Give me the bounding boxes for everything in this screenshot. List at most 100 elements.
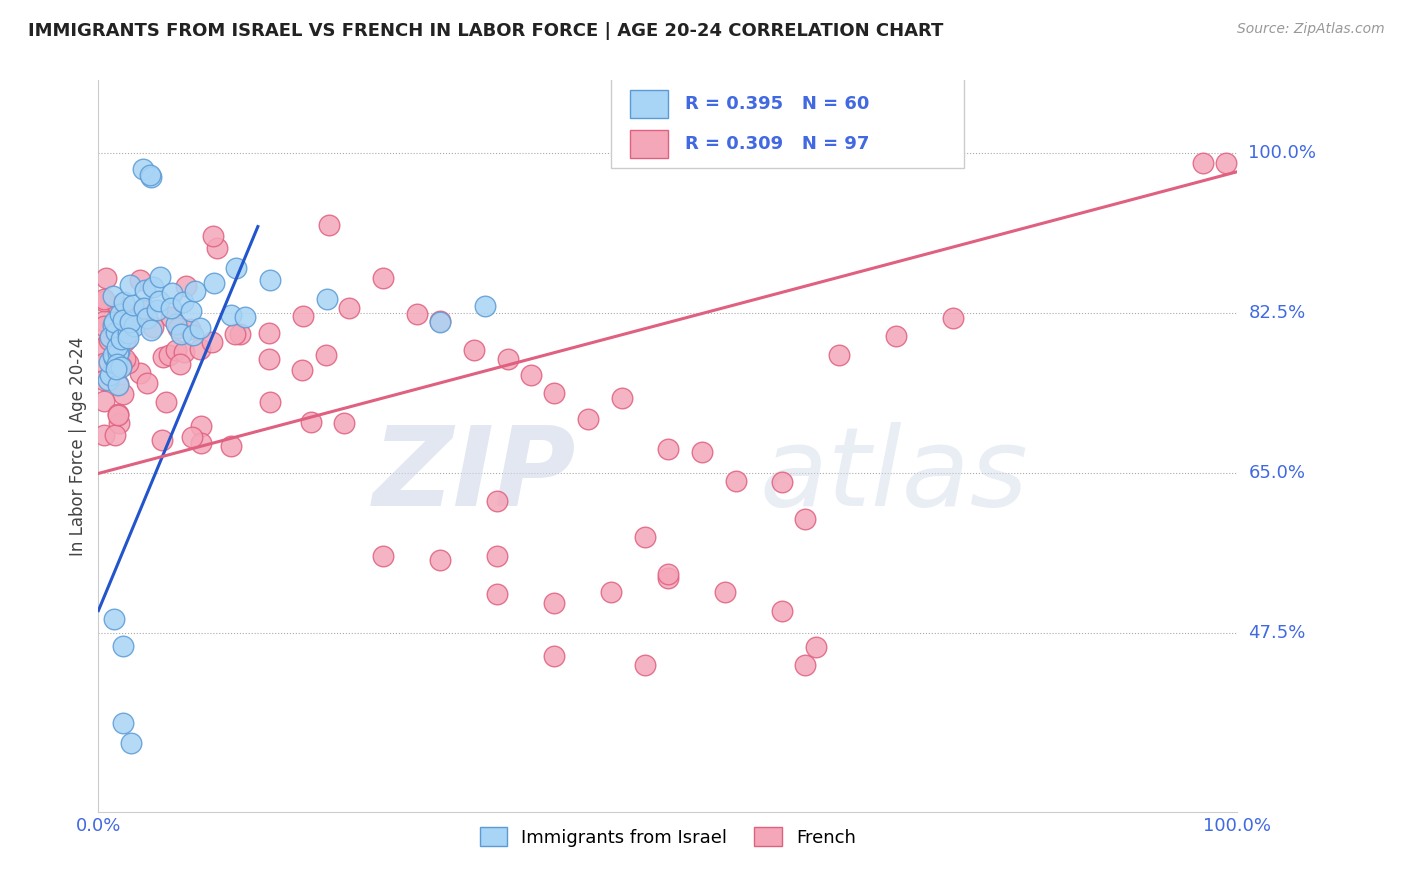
Point — [190, 436, 212, 450]
Point — [429, 314, 451, 328]
Point — [170, 326, 193, 341]
Point — [486, 494, 509, 508]
Point — [725, 474, 748, 488]
Point — [543, 386, 565, 401]
Point — [190, 418, 212, 433]
Point — [202, 276, 225, 290]
Point — [112, 294, 135, 309]
Point — [259, 395, 281, 409]
Point — [107, 299, 129, 313]
Point — [316, 292, 339, 306]
Point — [657, 442, 679, 456]
Point — [600, 585, 623, 599]
Point — [93, 319, 115, 334]
Point — [291, 363, 314, 377]
Point — [181, 328, 204, 343]
Point — [429, 553, 451, 567]
Point — [104, 318, 127, 332]
Point — [690, 445, 713, 459]
Point — [103, 318, 125, 332]
Point — [111, 639, 134, 653]
Point — [150, 434, 173, 448]
Point — [463, 343, 485, 357]
Point — [160, 301, 183, 316]
Point — [93, 356, 115, 370]
Point — [486, 549, 509, 563]
Point — [612, 391, 634, 405]
Point — [107, 407, 129, 421]
Point — [104, 361, 127, 376]
Point — [233, 310, 256, 325]
Point — [259, 273, 281, 287]
Point — [132, 301, 155, 316]
Point — [257, 352, 280, 367]
Point — [173, 345, 195, 359]
Point — [714, 585, 737, 599]
Point — [165, 343, 187, 357]
Point — [142, 319, 165, 334]
Point — [221, 308, 243, 322]
Point — [128, 366, 150, 380]
Y-axis label: In Labor Force | Age 20-24: In Labor Force | Age 20-24 — [69, 336, 87, 556]
Point — [117, 326, 139, 341]
Point — [657, 567, 679, 582]
Point — [157, 348, 180, 362]
Point — [105, 357, 128, 371]
Text: ZIP: ZIP — [373, 422, 576, 529]
Point — [103, 315, 125, 329]
Point — [793, 658, 815, 673]
Point — [207, 241, 229, 255]
Point — [103, 289, 125, 303]
Point — [474, 299, 496, 313]
Point — [93, 340, 115, 354]
Point — [188, 342, 211, 356]
Point — [97, 333, 120, 347]
Point — [315, 349, 337, 363]
Point — [259, 326, 281, 340]
Point — [107, 416, 129, 430]
Point — [169, 357, 191, 371]
Point — [114, 351, 136, 366]
Point — [105, 340, 128, 354]
Point — [131, 161, 153, 176]
Point — [139, 169, 162, 184]
Point — [174, 278, 197, 293]
Point — [93, 293, 115, 307]
Point — [103, 612, 125, 626]
Bar — [630, 90, 668, 118]
Point — [107, 408, 129, 422]
Point — [149, 269, 172, 284]
Point — [142, 280, 165, 294]
Point — [103, 348, 125, 362]
Point — [634, 530, 657, 544]
Point — [884, 329, 907, 343]
Point — [120, 736, 142, 750]
Point — [498, 352, 520, 367]
Point — [111, 387, 134, 401]
Point — [120, 312, 142, 326]
Point — [576, 412, 599, 426]
Point — [117, 356, 139, 370]
Text: atlas: atlas — [759, 422, 1028, 529]
Text: IMMIGRANTS FROM ISRAEL VS FRENCH IN LABOR FORCE | AGE 20-24 CORRELATION CHART: IMMIGRANTS FROM ISRAEL VS FRENCH IN LABO… — [28, 22, 943, 40]
Point — [120, 278, 142, 293]
Point — [333, 416, 356, 430]
Point — [793, 512, 815, 526]
Point — [93, 428, 115, 442]
Point — [118, 307, 141, 321]
Point — [129, 273, 152, 287]
Point — [120, 315, 142, 329]
Point — [108, 343, 131, 358]
Point — [318, 218, 340, 232]
Point — [112, 716, 135, 731]
Point — [337, 301, 360, 315]
Point — [179, 322, 201, 336]
Point — [201, 334, 224, 349]
Point — [93, 314, 115, 328]
Point — [520, 368, 543, 383]
Point — [93, 293, 115, 308]
Point — [543, 649, 565, 664]
Point — [93, 373, 115, 387]
Point — [657, 571, 679, 585]
Point — [146, 303, 169, 318]
